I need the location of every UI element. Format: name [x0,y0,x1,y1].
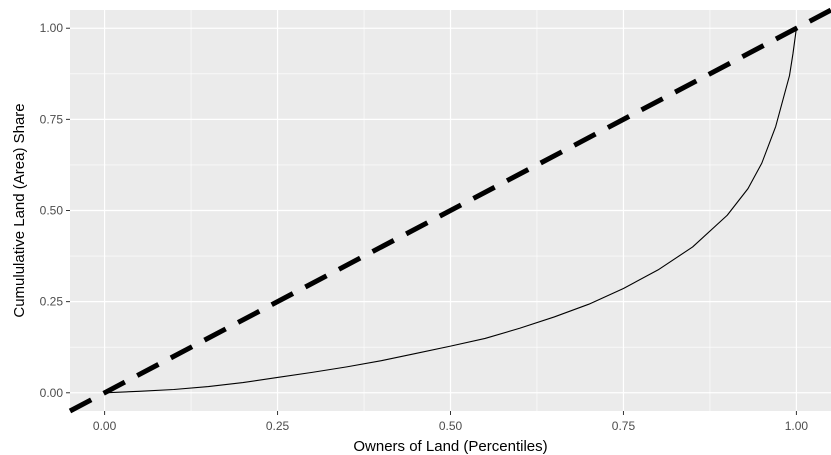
equality-line [68,7,831,414]
y-tick-label: 0.25 [40,295,64,309]
series-layer [68,7,831,414]
y-tick-label: 0.75 [40,112,64,126]
x-axis-title: Owners of Land (Percentiles) [353,438,547,455]
y-tick-label: 1.00 [40,21,64,35]
x-tick-label: 1.00 [785,419,809,433]
x-tick-label: 0.50 [439,419,463,433]
y-tick-label: 0.00 [40,386,64,400]
x-axis: 0.00 0.25 0.50 0.75 1.00 [93,411,808,433]
y-axis-title: Cumululative Land (Area) Share [11,103,28,317]
y-tick-label: 0.50 [40,204,64,218]
x-tick-label: 0.75 [612,419,636,433]
x-tick-label: 0.00 [93,419,117,433]
x-tick-label: 0.25 [266,419,290,433]
y-axis: 0.00 0.25 0.50 0.75 1.00 [40,21,70,400]
lorenz-curve [104,28,797,394]
